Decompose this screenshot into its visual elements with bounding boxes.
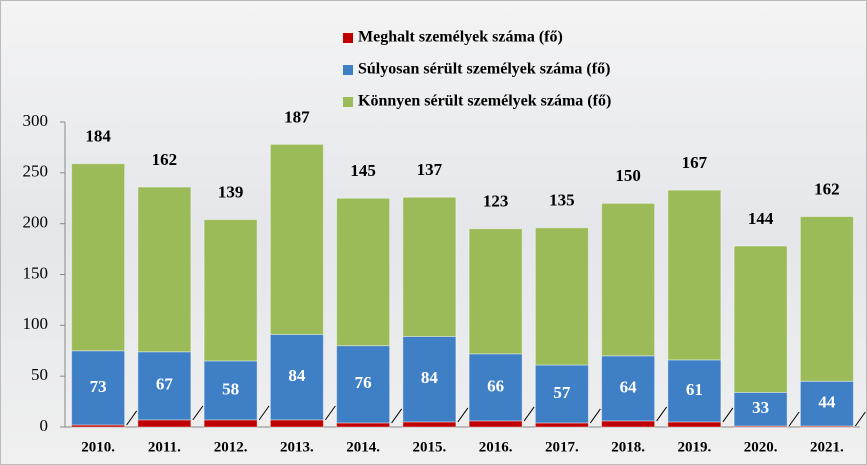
data-label: 184 <box>85 127 111 146</box>
x-tick-label: 2019. <box>678 439 712 455</box>
legend-label: Meghalt személyek száma (fő) <box>358 29 563 46</box>
legend-label: Könnyen sérült személyek száma (fő) <box>358 93 611 110</box>
bar-segment <box>469 421 522 427</box>
chart: 0 50 100 150 200 250 300 Meghalt személyek szám… <box>0 0 867 465</box>
bar-segment <box>337 423 390 427</box>
data-label: 144 <box>748 209 774 228</box>
y-tick-label: 300 <box>23 111 49 130</box>
x-tick-label: 2010. <box>81 439 115 455</box>
bar-segment <box>668 422 721 427</box>
bar-segment <box>337 198 390 345</box>
data-label: 33 <box>752 398 769 417</box>
x-tick-label: 2017. <box>545 439 579 455</box>
data-label: 150 <box>615 166 641 185</box>
bar-segment <box>403 197 456 336</box>
x-tick-label: 2020. <box>744 439 778 455</box>
data-label: 162 <box>814 179 840 198</box>
bar-segment <box>204 220 257 361</box>
y-tick-label: 50 <box>31 365 48 384</box>
data-label: 135 <box>549 191 575 210</box>
data-label: 167 <box>682 153 708 172</box>
bar-segment <box>403 422 456 427</box>
bar-segment <box>270 420 323 427</box>
bar-segment <box>602 203 655 355</box>
data-label: 139 <box>218 183 244 202</box>
bar-segment <box>602 421 655 427</box>
bar-segment <box>204 420 257 427</box>
legend-label: Súlyosan sérült személyek száma (fő) <box>358 61 610 78</box>
bar-segment <box>734 246 787 392</box>
bar-segment <box>72 164 125 351</box>
bar-segment <box>138 187 191 352</box>
bar-segment <box>668 190 721 360</box>
x-tick-label: 2016. <box>479 439 513 455</box>
legend-swatch <box>343 65 353 75</box>
x-tick-label: 2011. <box>148 439 181 455</box>
data-label: 84 <box>421 368 439 387</box>
bar-segment <box>138 420 191 427</box>
bar-segment <box>535 423 588 427</box>
data-label: 145 <box>350 161 376 180</box>
data-label: 162 <box>152 150 178 169</box>
data-label: 61 <box>686 380 703 399</box>
legend-swatch <box>343 33 353 43</box>
x-tick-label: 2021. <box>810 439 844 455</box>
data-label: 84 <box>288 366 306 385</box>
x-tick-label: 2013. <box>280 439 314 455</box>
data-label: 123 <box>483 192 509 211</box>
data-label: 76 <box>355 373 372 392</box>
data-label: 44 <box>818 393 836 412</box>
y-tick-label: 150 <box>23 263 49 282</box>
data-label: 137 <box>417 160 443 179</box>
legend-swatch <box>343 97 353 107</box>
y-tick-label: 100 <box>23 314 49 333</box>
data-label: 58 <box>222 379 239 398</box>
y-tick-label: 0 <box>40 416 49 435</box>
bar-segment <box>800 217 853 382</box>
x-tick-label: 2015. <box>413 439 447 455</box>
data-label: 187 <box>284 107 310 126</box>
x-tick-label: 2012. <box>214 439 248 455</box>
data-label: 64 <box>620 377 638 396</box>
bar-segment <box>270 144 323 334</box>
bar-segment <box>469 229 522 354</box>
data-label: 66 <box>487 376 504 395</box>
data-label: 67 <box>156 375 174 394</box>
x-tick-label: 2014. <box>346 439 380 455</box>
data-label: 57 <box>553 383 571 402</box>
data-label: 73 <box>90 377 107 396</box>
y-tick-label: 250 <box>23 162 49 181</box>
x-tick-label: 2018. <box>611 439 645 455</box>
bar-segment <box>535 228 588 365</box>
y-tick-label: 200 <box>23 213 49 232</box>
